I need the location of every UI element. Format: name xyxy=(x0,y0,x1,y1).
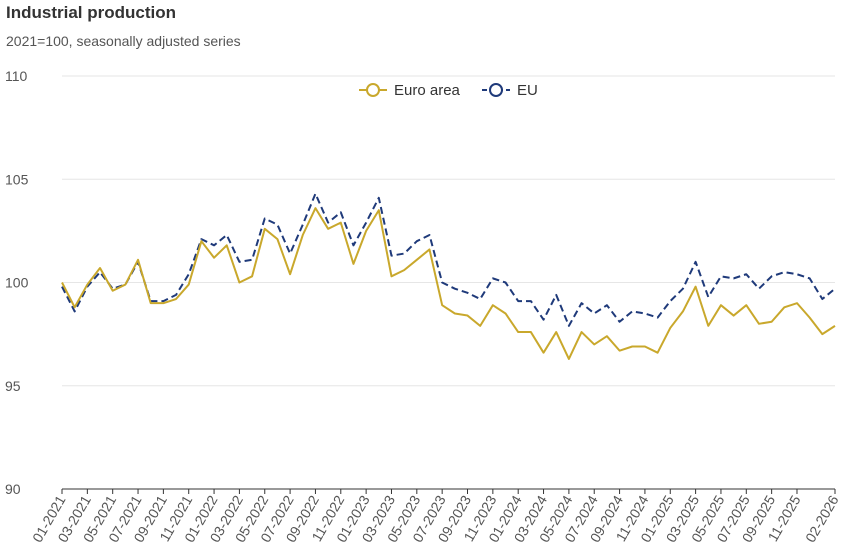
x-tick-label: 02-2026 xyxy=(802,492,842,545)
y-tick-label: 90 xyxy=(5,481,21,497)
legend-item: Euro area xyxy=(359,82,461,99)
chart-title: Industrial production xyxy=(6,3,176,22)
y-tick-label: 105 xyxy=(5,171,29,187)
x-axis: 01-202103-202105-202107-202109-202111-20… xyxy=(29,488,842,545)
legend-label: Euro area xyxy=(394,82,461,99)
y-tick-label: 100 xyxy=(5,275,29,291)
legend-item: EU xyxy=(482,82,538,99)
series-line-euro-area xyxy=(61,207,836,360)
legend: Euro area EU xyxy=(359,82,538,99)
legend-label: EU xyxy=(517,82,538,99)
series-lines xyxy=(61,192,836,360)
y-tick-label: 110 xyxy=(5,68,28,84)
series-line-eu xyxy=(61,192,836,327)
gridlines xyxy=(62,75,835,387)
legend-marker xyxy=(489,83,503,97)
chart-subtitle: 2021=100, seasonally adjusted series xyxy=(6,33,241,49)
y-tick-label: 95 xyxy=(5,378,21,394)
y-axis-ticks: 90 95 100 105 110 xyxy=(5,68,29,497)
legend-marker xyxy=(366,83,380,97)
